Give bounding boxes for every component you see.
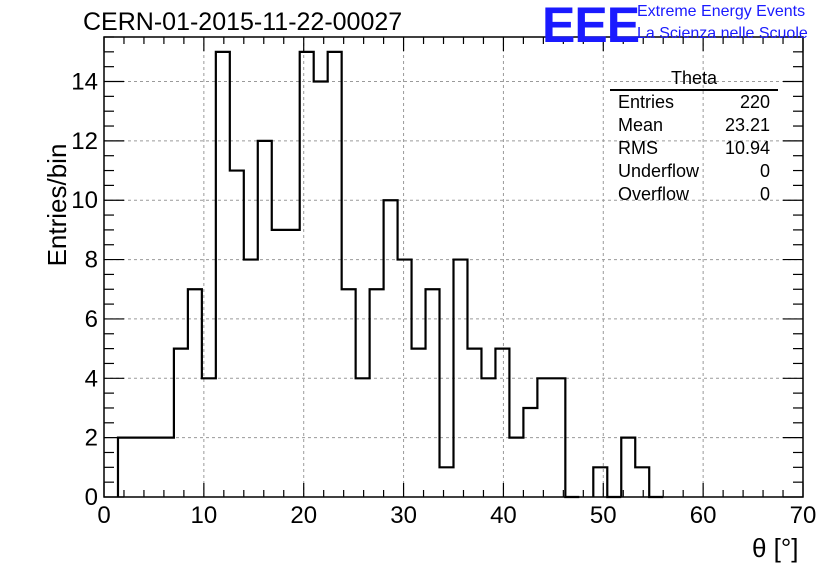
stats-row-underflow: Underflow 0 [610,160,778,183]
histogram-bar [523,408,537,497]
x-tick-label: 20 [290,502,317,529]
stats-box: Theta Entries 220 Mean 23.21 RMS 10.94 U… [610,68,778,206]
stats-row-overflow: Overflow 0 [610,183,778,206]
histogram-bar [440,467,454,497]
x-tick-label: 60 [690,502,717,529]
x-axis-label: θ [°] [752,533,799,563]
histogram-bar [286,230,300,497]
histogram-bar [593,467,607,497]
tick-marks [103,36,804,498]
histogram-bar [230,171,244,497]
histogram-bar [216,52,230,497]
y-tick-label: 8 [85,247,98,274]
stats-value: 0 [759,184,770,204]
histogram-bar [621,438,635,497]
stats-row-entries: Entries 220 [610,91,778,114]
stats-row-rms: RMS 10.94 [610,137,778,160]
x-tick-label: 10 [191,502,218,529]
histogram-bar [258,141,272,497]
stats-label: Mean [618,115,664,135]
histogram-bar [118,438,132,497]
histogram-bar [370,289,384,497]
histogram-bar [188,289,202,497]
histogram-bar [412,349,426,497]
stats-value: 0 [759,161,770,181]
x-tick-label: 50 [590,502,617,529]
histogram-bar [426,289,440,497]
histogram-bar [551,378,565,497]
histogram-bar [132,438,146,497]
y-tick-label: 10 [71,187,98,214]
y-tick-label: 2 [85,425,98,452]
histogram-bar [635,467,649,497]
stats-row-mean: Mean 23.21 [610,114,778,137]
plot-frame [103,36,804,498]
stats-value: 23.21 [724,115,770,135]
eee-logo: EEE [542,0,640,53]
x-tick-label: 70 [790,502,817,529]
y-tick-label: 4 [85,365,98,392]
run-title: CERN-01-2015-11-22-00027 [83,8,403,36]
histogram-bar [467,349,481,497]
histogram-bar [272,230,286,497]
histogram-bar [300,52,314,497]
y-tick-label: 0 [85,484,98,511]
histogram-bar [160,438,174,497]
stats-label: Entries [618,92,675,112]
histogram-bar [314,82,328,497]
y-tick-label: 12 [71,128,98,155]
histogram-outline [116,50,664,499]
stats-title: Theta [610,68,778,91]
histogram-layer [116,50,664,499]
histogram-bar [174,349,188,497]
y-axis-label: Entries/bin [42,143,72,267]
eee-logo-line-2: La Scienza nelle Scuole [637,25,808,42]
x-tick-label: 0 [97,502,110,529]
y-tick-label: 6 [85,306,98,333]
eee-logo-line-1: Extreme Energy Events [637,3,806,20]
axes [103,36,804,498]
x-tick-label: 30 [390,502,417,529]
histogram-bar [495,349,509,497]
stats-value: 10.94 [724,138,770,158]
y-axis-label-wrap: Entries/bin [6,144,72,275]
histogram-bar [509,438,523,497]
histogram-bar [328,52,342,497]
x-tick-label: 40 [490,502,517,529]
stats-label: Overflow [618,184,690,204]
stats-label: Underflow [618,161,700,181]
stats-label: RMS [618,138,658,158]
histogram-bar [384,200,398,497]
tick-labels: 0 10 20 30 40 50 60 70 0 2 4 6 8 10 12 14 [71,69,816,529]
histogram-bar [146,438,160,497]
y-tick-label: 14 [71,69,98,96]
stats-value: 220 [739,92,770,112]
histogram-bar [342,289,356,497]
